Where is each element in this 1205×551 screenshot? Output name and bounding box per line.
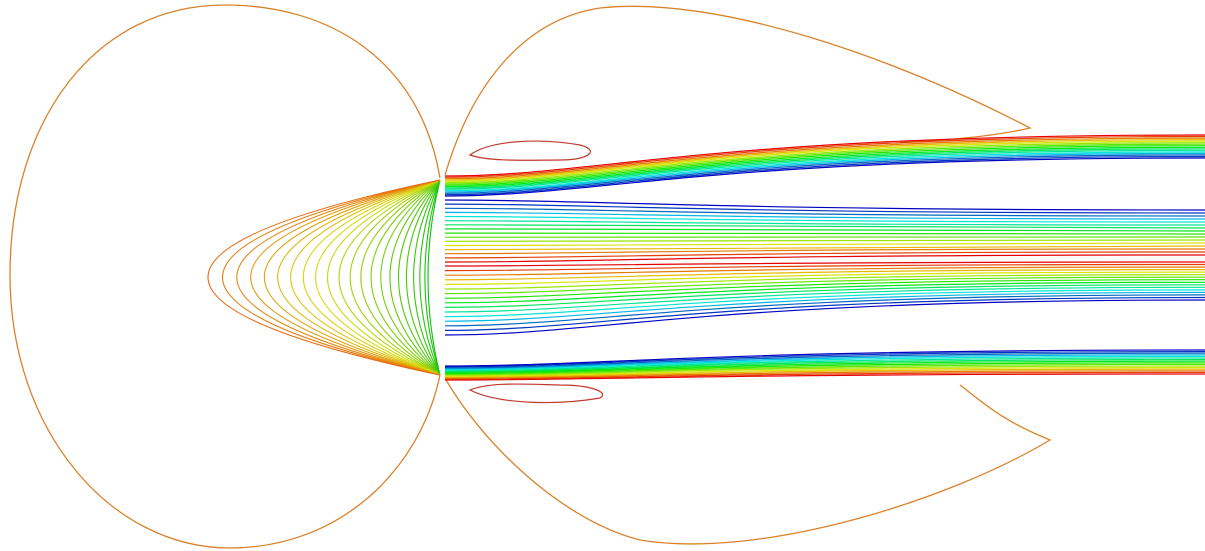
wake-contour [444, 261, 1205, 267]
wake-contour [444, 355, 1205, 371]
upstream-contour [263, 179, 441, 376]
wake-contour [444, 203, 1205, 214]
lower-lobe-contour [444, 377, 1052, 545]
wake-contour [444, 254, 1205, 263]
upstream-contour [302, 179, 441, 376]
upstream-contour [349, 179, 441, 376]
upstream-contour [397, 179, 441, 376]
contour-group [207, 134, 1205, 381]
upstream-contour [406, 179, 441, 376]
wake-contour [444, 140, 1205, 182]
recirculation-contour [468, 383, 603, 404]
wake-contour [444, 232, 1205, 235]
wake-contour [444, 367, 1205, 377]
wake-contour [444, 373, 1205, 381]
wake-contour [444, 146, 1205, 188]
wake-contour [444, 215, 1205, 223]
outer-contour [9, 4, 441, 549]
wake-contour [444, 151, 1205, 192]
wake-contour [444, 211, 1205, 220]
upstream-contour [427, 179, 441, 376]
wake-contour [444, 365, 1205, 376]
wake-contour [444, 251, 1205, 259]
wake-contour [444, 142, 1205, 184]
wake-contour [444, 266, 1205, 276]
wake-contour [444, 248, 1205, 255]
upstream-contour [290, 179, 441, 376]
upstream-contour [236, 179, 441, 376]
wake-contour [444, 289, 1205, 318]
wake-contour [444, 155, 1205, 196]
upstream-contour [424, 179, 441, 376]
wake-contour [444, 271, 1205, 285]
upstream-contour [360, 179, 441, 376]
wake-contour [444, 284, 1205, 308]
wake-contour [444, 220, 1205, 226]
wake-contour [444, 296, 1205, 331]
wake-contour [444, 149, 1205, 190]
wake-contour [444, 135, 1205, 178]
wake-contour [444, 269, 1205, 281]
wake-contour [444, 152, 1205, 193]
wake-contour [444, 279, 1205, 299]
upstream-contour [315, 179, 441, 376]
wake-contour [444, 274, 1205, 290]
upstream-contour [419, 179, 441, 376]
wake-contour [444, 362, 1205, 375]
wake-contour [444, 228, 1205, 232]
wake-contour [444, 143, 1205, 185]
wake-contour [444, 134, 1205, 177]
upstream-contour [370, 179, 441, 376]
wake-contour [444, 363, 1205, 375]
wake-contour [444, 370, 1205, 379]
upstream-contour [207, 179, 441, 376]
wake-contour [444, 157, 1205, 197]
wake-contour [444, 207, 1205, 217]
upstream-contour [277, 179, 441, 376]
wake-contour [444, 359, 1205, 373]
upstream-contour [221, 179, 441, 376]
wake-contour [444, 276, 1205, 295]
wake-contour [444, 148, 1205, 189]
wake-contour [444, 368, 1205, 378]
wake-contour [444, 239, 1205, 242]
wake-contour [444, 242, 1205, 247]
upstream-contour [326, 179, 441, 376]
recirculation-contour [468, 140, 591, 161]
wake-contour [444, 199, 1205, 211]
wake-contour [444, 137, 1205, 180]
wake-contour [444, 354, 1205, 370]
wake-contour [444, 349, 1205, 367]
wake-contour [444, 299, 1205, 336]
wake-contour [444, 286, 1205, 313]
upstream-contour [338, 179, 441, 376]
wake-contour [444, 352, 1205, 369]
wake-contour [444, 154, 1205, 194]
wake-contour [444, 360, 1205, 374]
wake-contour [444, 294, 1205, 327]
wake-contour [444, 281, 1205, 304]
wake-contour [444, 139, 1205, 181]
wake-contour [444, 351, 1205, 368]
wake-contour [444, 371, 1205, 380]
upstream-contour [380, 179, 441, 376]
wake-contour [444, 357, 1205, 372]
wake-contour [444, 263, 1205, 272]
upstream-contour [389, 179, 441, 376]
wake-contour [444, 145, 1205, 186]
upstream-contour [413, 179, 441, 376]
wake-contour [444, 291, 1205, 322]
upstream-contour [250, 179, 441, 376]
upper-lobe-contour [444, 5, 1032, 176]
